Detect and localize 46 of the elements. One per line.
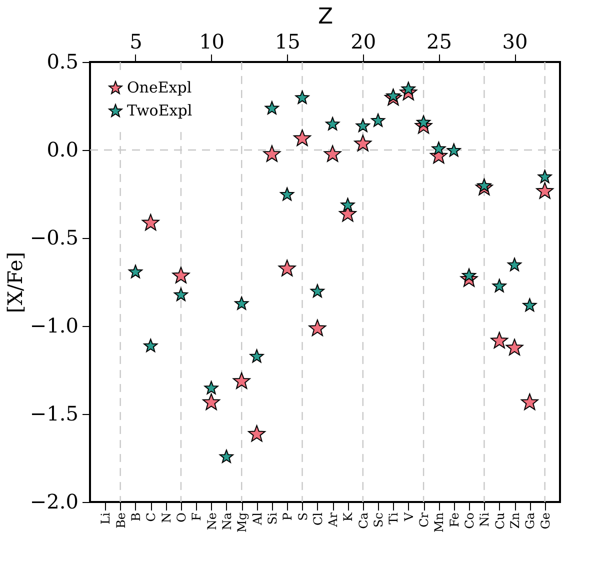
x-tick-label: Fe	[447, 512, 462, 528]
y-tick-label: −2.0	[30, 490, 78, 514]
x2-tick-label: 30	[502, 30, 528, 54]
x-tick-label: Mn	[432, 512, 446, 533]
x-tick-label: Co	[462, 512, 477, 529]
x-tick-label: C	[144, 512, 158, 522]
x-tick-label: Ga	[523, 512, 538, 530]
y-tick-label: 0.5	[46, 50, 78, 74]
x-tick-label: Sc	[372, 512, 386, 528]
x-tick-label: N	[159, 512, 174, 523]
x-tick-label: Si	[265, 512, 280, 525]
x2-tick-label: 10	[199, 30, 225, 54]
x-tick-label: Ca	[356, 512, 370, 529]
x-tick-label: K	[341, 511, 356, 522]
x-tick-label: Ni	[478, 512, 492, 527]
x2-tick-label: 15	[274, 30, 300, 54]
x-tick-label: Be	[114, 512, 128, 528]
legend-label: OneExpl	[127, 78, 192, 96]
x-tick-label: Cu	[492, 512, 507, 530]
x-tick-label: O	[174, 512, 188, 522]
x-tick-label: Ge	[538, 512, 552, 530]
x-tick-label: Cl	[310, 512, 325, 526]
x-tick-label: Cr	[417, 512, 432, 528]
x2-tick-label: 20	[350, 30, 376, 54]
y-tick-label: −1.0	[30, 314, 78, 338]
y-tick-label: −0.5	[30, 226, 78, 250]
y-tick-label: −1.5	[30, 402, 78, 426]
x-tick-label: Ti	[386, 512, 401, 524]
x-tick-label: Li	[98, 512, 113, 524]
legend-label: TwoExpl	[127, 102, 192, 120]
x2-axis-title: Z	[318, 4, 334, 30]
x2-tick-label: 5	[130, 30, 142, 54]
x-tick-label: Na	[220, 512, 234, 530]
x-tick-label: V	[402, 512, 416, 522]
y-axis-title: [X/Fe]	[2, 252, 27, 314]
x-tick-label: S	[296, 512, 310, 521]
y-tick-label: 0.0	[46, 138, 78, 162]
x-tick-label: Al	[250, 512, 264, 526]
x-tick-label: Zn	[508, 512, 522, 529]
x-tick-label: P	[280, 512, 295, 521]
x-tick-label: Ar	[326, 512, 340, 528]
x-tick-label: B	[128, 512, 143, 522]
x-tick-label: Ne	[204, 512, 219, 530]
x2-tick-label: 25	[426, 30, 452, 54]
x-tick-label: Mg	[235, 512, 250, 532]
x-tick-label: F	[190, 512, 204, 521]
